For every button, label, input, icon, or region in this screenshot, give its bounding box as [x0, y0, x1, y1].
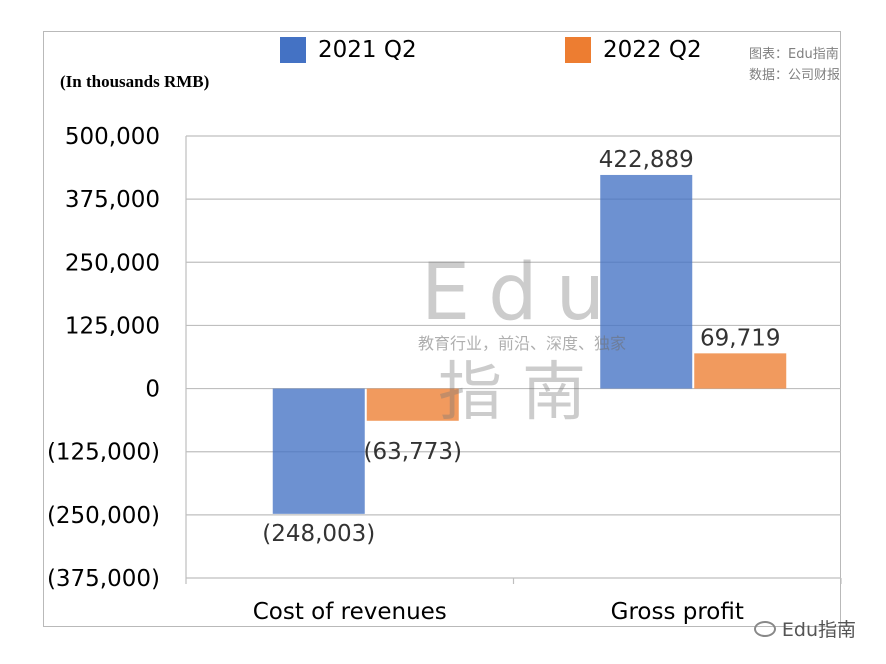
legend-label-2021: 2021 Q2: [318, 37, 417, 63]
x-category-label: Gross profit: [611, 599, 744, 625]
source-line-chart: 图表：Edu指南: [748, 47, 839, 62]
unit-label: (In thousands RMB): [60, 72, 210, 91]
legend-item-2021: 2021 Q2: [280, 36, 417, 64]
y-tick-label: 500,000: [65, 124, 160, 150]
data-label: 422,889: [599, 147, 694, 173]
source-line-data: 数据：公司财报: [748, 68, 840, 83]
wechat-icon: [753, 620, 776, 637]
bar: [366, 388, 459, 421]
y-tick-label: 375,000: [65, 187, 160, 213]
bar: [600, 174, 693, 389]
y-tick-label: (125,000): [47, 440, 160, 466]
data-label: 69,719: [700, 325, 780, 351]
legend-label-2022: 2022 Q2: [603, 37, 702, 63]
y-tick-label: (375,000): [47, 566, 160, 592]
legend-swatch-2021: [280, 37, 306, 63]
bar: [272, 388, 365, 514]
y-tick-label: 250,000: [65, 250, 160, 276]
y-tick-label: 125,000: [65, 313, 160, 339]
legend-item-2022: 2022 Q2: [565, 36, 702, 64]
bar: [694, 353, 787, 389]
data-label: (63,773): [364, 439, 462, 465]
source-note: 图表：Edu指南 数据：公司财报: [749, 44, 840, 86]
x-category-label: Cost of revenues: [253, 599, 447, 625]
y-tick-label: 0: [145, 377, 160, 403]
chart-frame: [43, 31, 841, 627]
legend-swatch-2022: [565, 37, 591, 63]
wechat-label: Edu指南: [781, 619, 856, 641]
data-label: (248,003): [262, 521, 375, 547]
wechat-badge: Edu指南: [753, 615, 856, 642]
y-tick-label: (250,000): [47, 503, 160, 529]
